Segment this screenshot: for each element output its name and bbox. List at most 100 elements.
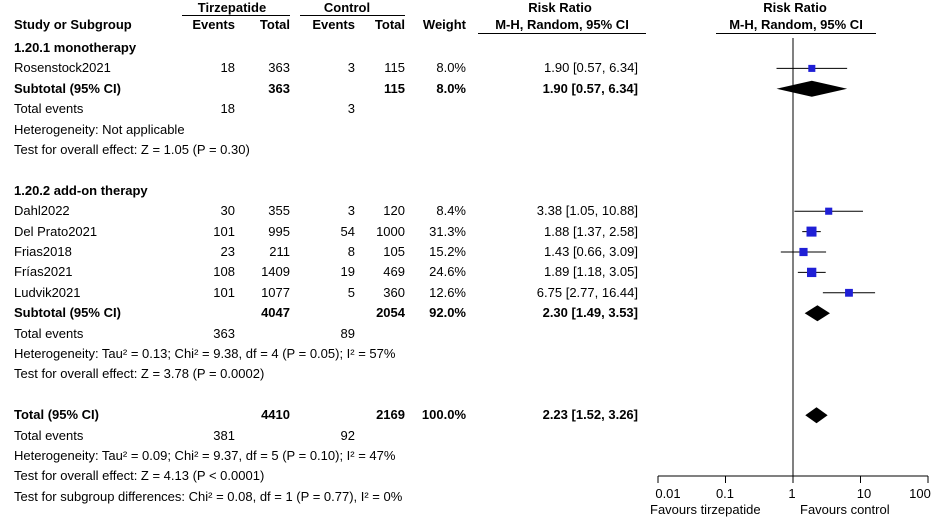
cell-total-tirzepatide: 1077	[261, 284, 290, 300]
cell-events-control: 5	[347, 284, 355, 300]
study-effect-marker	[807, 267, 817, 278]
column-header-method: M-H, Random, 95% CI	[495, 17, 629, 32]
cell-total-tirzepatide: 4410	[261, 407, 290, 423]
cell-total-control: 469	[383, 264, 405, 280]
plot-title: Risk Ratio	[763, 0, 827, 15]
cell-risk-ratio-ci: 2.23 [1.52, 3.26]	[542, 407, 638, 423]
cell-risk-ratio-ci: 1.43 [0.66, 3.09]	[544, 244, 638, 259]
study-name: Rosenstock2021	[14, 60, 111, 76]
study-name: Frias2018	[14, 244, 72, 259]
statistics-note: Heterogeneity: Tau² = 0.09; Chi² = 9.37,…	[14, 448, 396, 463]
header-underline	[300, 15, 405, 16]
column-header-weight: Weight	[422, 17, 466, 32]
favours-tirzepatide-label: Favours tirzepatide	[650, 502, 761, 517]
cell-weight: 8.4%	[436, 203, 466, 219]
statistics-note: Test for overall effect: Z = 3.78 (P = 0…	[14, 366, 265, 382]
axis-tick-label: 10	[856, 486, 872, 501]
cell-total-tirzepatide: 363	[268, 80, 290, 96]
row-label: Total events	[14, 325, 84, 341]
study-effect-marker	[806, 226, 817, 237]
cell-risk-ratio-ci: 2.30 [1.49, 3.53]	[542, 305, 638, 321]
cell-events-tirzepatide: 30	[220, 203, 235, 219]
cell-total-tirzepatide: 355	[268, 203, 290, 219]
column-header-study: Study or Subgroup	[14, 17, 132, 32]
study-effect-marker	[825, 207, 833, 215]
plot-header-method: M-H, Random, 95% CI	[729, 17, 863, 32]
cell-total-control: 2054	[376, 305, 405, 321]
subgroup-heading: 1.20.2 add-on therapy	[14, 182, 148, 198]
cell-total-control: 2169	[376, 407, 405, 423]
cell-events-control: 19	[340, 264, 355, 280]
axis-tick-label: 0.1	[715, 486, 735, 501]
study-effect-marker	[808, 64, 816, 72]
cell-total-tirzepatide: 211	[269, 244, 290, 259]
favours-control-label: Favours control	[800, 502, 890, 517]
cell-weight: 15.2%	[429, 244, 466, 259]
cell-weight: 92.0%	[429, 305, 466, 321]
cell-events-control: 8	[347, 244, 355, 259]
cell-weight: 8.0%	[436, 80, 466, 96]
statistics-note: Test for subgroup differences: Chi² = 0.…	[14, 488, 403, 504]
cell-events-tirzepatide: 23	[220, 244, 235, 259]
row-label: Total events	[14, 101, 84, 117]
cell-events-tirzepatide: 381	[213, 427, 235, 443]
row-label: Total events	[14, 427, 84, 443]
header-underline	[182, 15, 290, 16]
cell-events-control: 92	[340, 427, 355, 443]
axis-tick-label: 0.01	[655, 486, 681, 501]
cell-events-tirzepatide: 108	[213, 264, 235, 280]
cell-total-tirzepatide: 1409	[261, 264, 290, 280]
cell-total-control: 360	[383, 284, 405, 300]
cell-events-control: 3	[347, 203, 355, 219]
risk-ratio-column-title: Risk Ratio	[528, 0, 592, 15]
cell-risk-ratio-ci: 1.90 [0.57, 6.34]	[544, 60, 638, 76]
cell-total-control: 115	[384, 80, 405, 96]
cell-weight: 24.6%	[429, 264, 466, 280]
cell-weight: 100.0%	[421, 407, 466, 423]
subgroup-heading: 1.20.1 monotherapy	[14, 40, 137, 55]
study-name: Dahl2022	[14, 203, 70, 219]
pooled-effect-diamond	[805, 407, 828, 424]
statistics-note: Heterogeneity: Tau² = 0.13; Chi² = 9.38,…	[14, 346, 396, 361]
column-header-events-tirzepatide: Events	[192, 17, 235, 32]
header-underline	[478, 33, 646, 34]
cell-events-tirzepatide: 101	[213, 223, 235, 239]
cell-total-tirzepatide: 363	[268, 60, 290, 76]
axis-tick-label: 100	[909, 486, 931, 501]
cell-events-control: 89	[340, 325, 355, 341]
cell-events-tirzepatide: 18	[220, 60, 235, 76]
row-label: Total (95% CI)	[14, 407, 99, 423]
study-name: Del Prato2021	[14, 223, 98, 239]
study-effect-marker	[799, 247, 808, 257]
cell-events-control: 54	[340, 223, 355, 239]
cell-risk-ratio-ci: 3.38 [1.05, 10.88]	[536, 203, 638, 219]
pooled-effect-diamond	[804, 305, 830, 322]
column-header-total-tirzepatide: Total	[259, 17, 290, 32]
cell-weight: 12.6%	[429, 284, 466, 300]
column-header-events-control: Events	[312, 17, 355, 32]
statistics-note: Heterogeneity: Not applicable	[14, 121, 185, 137]
row-label: Subtotal (95% CI)	[14, 80, 121, 96]
row-label: Subtotal (95% CI)	[14, 305, 121, 321]
group-header-tirzepatide: Tirzepatide	[197, 0, 267, 15]
cell-events-tirzepatide: 18	[220, 101, 235, 117]
cell-events-tirzepatide: 101	[213, 284, 235, 300]
cell-weight: 8.0%	[436, 60, 466, 76]
group-header-control: Control	[323, 0, 371, 15]
cell-total-control: 105	[383, 244, 405, 259]
study-name: Frías2021	[14, 264, 73, 280]
cell-risk-ratio-ci: 1.88 [1.37, 2.58]	[544, 223, 638, 239]
cell-total-control: 120	[383, 203, 405, 219]
pooled-effect-diamond	[776, 80, 848, 97]
cell-risk-ratio-ci: 1.90 [0.57, 6.34]	[542, 80, 638, 96]
cell-total-control: 1000	[376, 223, 405, 239]
study-effect-marker	[845, 288, 853, 297]
cell-events-tirzepatide: 363	[213, 325, 235, 341]
cell-risk-ratio-ci: 1.89 [1.18, 3.05]	[544, 264, 638, 280]
statistics-note: Test for overall effect: Z = 1.05 (P = 0…	[14, 142, 250, 157]
cell-weight: 31.3%	[429, 223, 466, 239]
cell-events-control: 3	[347, 60, 355, 76]
cell-risk-ratio-ci: 6.75 [2.77, 16.44]	[536, 284, 638, 300]
header-underline	[716, 33, 876, 34]
